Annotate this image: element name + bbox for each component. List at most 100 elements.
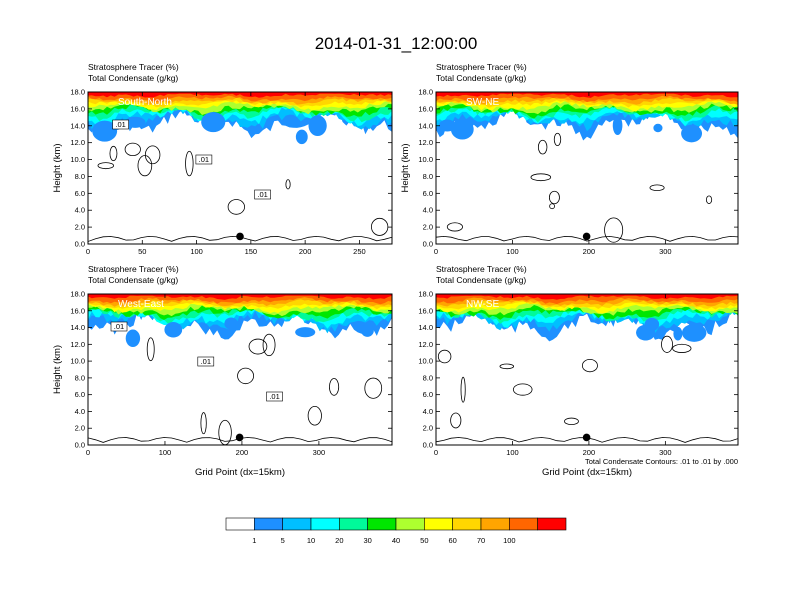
panel-header-condensate: Total Condensate (g/kg) (436, 275, 526, 285)
colorbar-swatch (480, 517, 510, 531)
tracer-intrusion (450, 119, 474, 140)
tracer-intrusion (201, 112, 226, 133)
condensate-contour (537, 139, 548, 155)
panel-label: SW-NE (466, 97, 499, 108)
condensate-contour (97, 162, 115, 170)
colorbar-swatch (339, 517, 368, 531)
x-tick-label: 100 (190, 247, 203, 256)
x-tick-label: 150 (245, 247, 258, 256)
y-tick-label: 12.0 (70, 138, 85, 147)
y-tick-label: 16.0 (418, 104, 433, 113)
y-tick-label: 18.0 (418, 88, 433, 97)
colorbar-label: 1 (252, 536, 256, 545)
condensate-contour (371, 217, 389, 236)
colorbar-label: 100 (503, 536, 516, 545)
condensate-contour (364, 377, 383, 399)
contour-label-box (112, 119, 129, 130)
y-tick-label: 18.0 (70, 290, 85, 299)
condensate-contour (329, 378, 340, 396)
y-tick-label: 4.0 (75, 407, 85, 416)
y-tick-label: 14.0 (418, 121, 433, 130)
tracer-intrusion (653, 123, 663, 133)
panel-1: Stratosphere Tracer (%)Total Condensate … (52, 62, 393, 256)
y-tick-label: 18.0 (70, 88, 85, 97)
y-tick-label: 16.0 (70, 104, 85, 113)
plot-frame (435, 293, 739, 446)
colorbar-swatch (395, 517, 425, 531)
colorbar-swatch (254, 517, 283, 531)
colorbar-swatch (282, 517, 312, 531)
contour-label: .01 (201, 357, 211, 366)
x-tick-label: 300 (313, 448, 326, 457)
condensate-contour (512, 383, 533, 396)
location-marker (582, 433, 591, 442)
x-tick-label: 100 (506, 448, 519, 457)
y-tick-label: 6.0 (75, 189, 85, 198)
y-tick-label: 12.0 (70, 340, 85, 349)
tracer-band-11 (88, 92, 392, 98)
tracer-field (436, 294, 738, 443)
y-tick-label: 2.0 (423, 424, 433, 433)
condensate-contour (200, 412, 207, 435)
plot-frame (435, 91, 739, 245)
tracer-intrusion (612, 115, 623, 136)
tracer-intrusion (295, 327, 316, 338)
y-tick-label: 0.0 (423, 441, 433, 450)
panel-2: Stratosphere Tracer (%)Total Condensate … (400, 62, 739, 256)
y-tick-label: 12.0 (418, 138, 433, 147)
x-tick-label: 200 (583, 247, 596, 256)
y-tick-label: 14.0 (70, 323, 85, 332)
colorbar-swatch (537, 517, 567, 531)
contour-label-box (254, 189, 271, 200)
condensate-contours (436, 335, 738, 443)
figure-title: 2014-01-31_12:00:00 (315, 34, 478, 53)
condensate-contour (124, 142, 141, 156)
y-tick-label: 2.0 (75, 424, 85, 433)
panel-4: Stratosphere Tracer (%)Total Condensate … (418, 264, 739, 478)
x-tick-label: 0 (86, 247, 90, 256)
surface-contour (88, 437, 392, 443)
condensate-contour (262, 333, 276, 357)
contour-label: .01 (199, 155, 209, 164)
colorbar-label: 5 (281, 536, 285, 545)
tracer-intrusion (673, 326, 683, 341)
x-tick-label: 50 (138, 247, 146, 256)
panel-header-tracer: Stratosphere Tracer (%) (88, 62, 179, 72)
y-tick-label: 14.0 (70, 121, 85, 130)
contour-label-box (197, 356, 215, 367)
y-tick-label: 4.0 (75, 206, 85, 215)
tracer-intrusion (295, 129, 308, 145)
contour-label: .01 (269, 392, 279, 401)
y-tick-label: 18.0 (418, 290, 433, 299)
y-tick-label: 6.0 (423, 189, 433, 198)
condensate-contour (499, 363, 515, 370)
surface-contour (436, 235, 738, 242)
y-tick-label: 0.0 (75, 240, 85, 249)
colorbar: 1 5 10 20 30 40 50 60 70 100 (225, 517, 567, 545)
colorbar-swatch (310, 517, 340, 531)
condensate-contours (88, 333, 392, 445)
x-tick-label: 200 (299, 247, 312, 256)
colorbar-label: 60 (448, 536, 456, 545)
condensate-contour (137, 155, 153, 177)
colorbar-label: 40 (392, 536, 400, 545)
panel-header-condensate: Total Condensate (g/kg) (88, 73, 178, 83)
condensate-contour (248, 338, 268, 355)
tracer-intrusion (681, 124, 703, 143)
condensate-contour (285, 179, 291, 190)
condensate-contour (144, 145, 161, 165)
y-tick-label: 2.0 (75, 223, 85, 232)
tracer-band-11 (88, 294, 392, 300)
y-tick-label: 6.0 (423, 390, 433, 399)
tracer-field (88, 92, 392, 242)
tracer-intrusion (224, 317, 238, 330)
panel-label: NW-SE (466, 299, 499, 310)
condensate-contours (88, 142, 392, 242)
y-axis-label: Height (km) (52, 345, 63, 394)
condensate-contour (581, 358, 598, 373)
x-tick-label: 0 (434, 448, 438, 457)
contour-label-box (110, 321, 128, 332)
x-axis-label: Grid Point (dx=15km) (542, 467, 632, 478)
plot-frame (87, 91, 393, 245)
colorbar-swatch (452, 517, 482, 531)
